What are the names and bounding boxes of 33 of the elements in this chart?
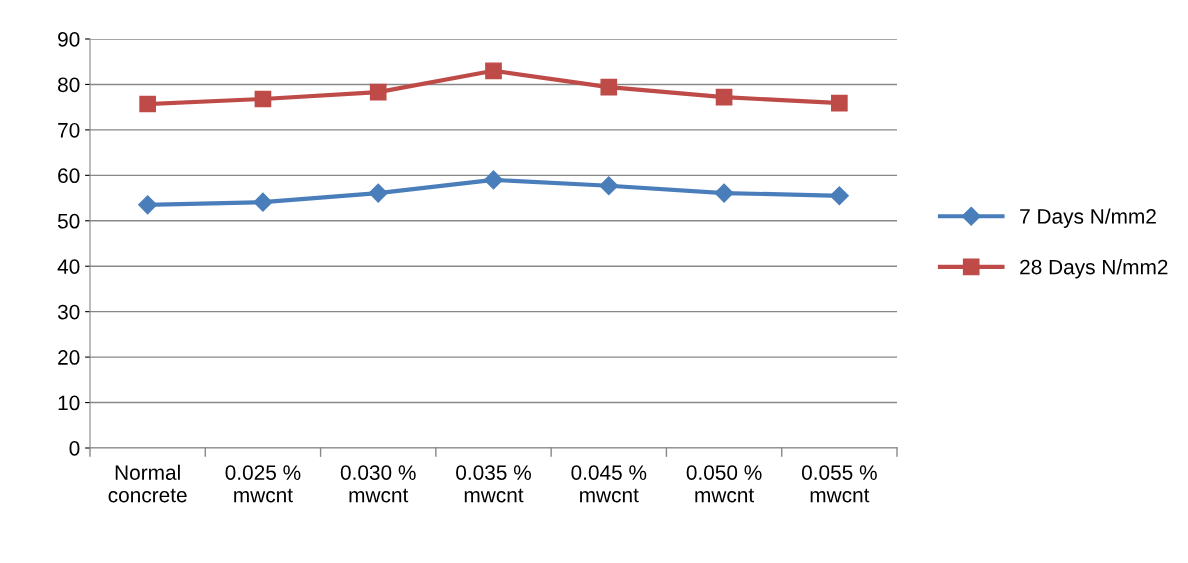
- y-tick-label: 40: [57, 259, 80, 274]
- point: [831, 94, 848, 112]
- x-tick-label: 0.055 % mwcnt: [801, 465, 877, 503]
- y-tick-label: 80: [58, 77, 80, 93]
- point: [599, 176, 619, 196]
- y-tick-label: 90: [58, 32, 80, 47]
- y-tick-label: 70: [58, 122, 80, 138]
- point: [600, 78, 618, 96]
- y-tick-label: 10: [58, 395, 80, 411]
- legend-label: 7 Days N/mm2: [1020, 208, 1156, 228]
- point: [138, 195, 158, 215]
- point: [485, 62, 502, 80]
- point: [714, 183, 734, 203]
- y-tick-label: 50: [57, 213, 80, 229]
- x-tick-label: 0.045 % mwcnt: [571, 465, 647, 503]
- point: [254, 90, 272, 108]
- point: [369, 83, 387, 101]
- x-tick-label: 0.035 % mwcnt: [456, 465, 531, 503]
- legend-label: 28 Days N/mm2: [1020, 259, 1168, 279]
- point: [829, 186, 849, 206]
- y-tick-label: 0: [69, 441, 80, 456]
- x-tick-label: 0.050 % mwcnt: [686, 465, 762, 503]
- point: [139, 95, 156, 113]
- x-tick-label: Normal concrete: [108, 464, 187, 503]
- point: [253, 192, 273, 212]
- point: [483, 170, 504, 190]
- y-tick-label: 30: [57, 304, 80, 320]
- point: [368, 183, 388, 203]
- x-tick-label: 0.030 % mwcnt: [340, 465, 416, 503]
- y-tick-label: 20: [58, 350, 80, 365]
- point: [715, 88, 733, 106]
- x-tick-label: 0.025 % mwcnt: [225, 465, 301, 503]
- y-tick-label: 60: [58, 168, 80, 184]
